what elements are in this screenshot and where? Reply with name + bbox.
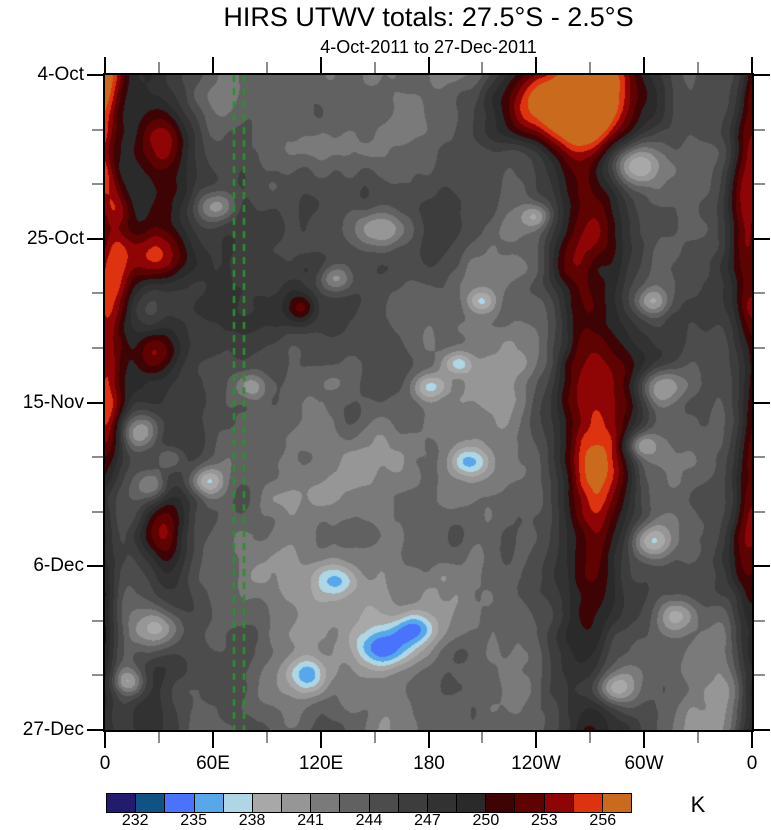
- major-tick: [320, 732, 322, 748]
- colorbar-cell: [369, 794, 399, 812]
- hovmoller-field-canvas: [105, 75, 752, 730]
- colorbar-tick-label: 247: [414, 812, 441, 829]
- colorbar-cell: [107, 794, 137, 812]
- colorbar-tick-label: 232: [121, 812, 149, 829]
- y-axis-tick-label: 4-Oct: [37, 64, 84, 85]
- major-tick: [535, 57, 537, 73]
- colorbar-tick-label: 238: [238, 812, 266, 829]
- colorbar-tick-label: 250: [472, 812, 500, 829]
- minor-tick: [697, 62, 699, 73]
- minor-tick: [589, 732, 591, 743]
- colorbar-cell: [602, 794, 632, 812]
- minor-tick: [92, 292, 103, 294]
- major-tick: [320, 57, 322, 73]
- colorbar-cell: [165, 794, 195, 812]
- major-tick: [87, 565, 103, 567]
- colorbar-cell: [136, 794, 166, 812]
- minor-tick: [481, 732, 483, 743]
- minor-tick: [92, 183, 103, 185]
- colorbar-cell: [311, 794, 341, 812]
- major-tick: [751, 57, 753, 73]
- major-tick: [104, 57, 106, 73]
- minor-tick: [158, 62, 160, 73]
- minor-tick: [754, 456, 765, 458]
- colorbar-tick-label: 244: [355, 812, 383, 829]
- colorbar-units-label: K: [690, 792, 706, 817]
- minor-tick: [92, 347, 103, 349]
- colorbar-cell: [252, 794, 283, 812]
- major-tick: [104, 732, 106, 748]
- minor-tick: [158, 732, 160, 743]
- major-tick: [87, 402, 103, 404]
- major-tick: [87, 74, 103, 76]
- chart-title: HIRS UTWV totals: 27.5°S - 2.5°S: [223, 2, 634, 32]
- x-axis-tick-label: 0: [746, 753, 758, 774]
- colorbar-cell: [573, 794, 603, 812]
- minor-tick: [374, 62, 376, 73]
- x-axis-tick-label: 120E: [298, 753, 344, 774]
- colorbar: [106, 793, 632, 813]
- minor-tick: [92, 456, 103, 458]
- minor-tick: [92, 511, 103, 513]
- major-tick: [212, 732, 214, 748]
- y-axis-tick-label: 25-Oct: [26, 228, 84, 249]
- colorbar-cell: [486, 794, 516, 812]
- colorbar-cell: [544, 794, 574, 812]
- major-tick: [754, 729, 770, 731]
- x-axis-tick-label: 120W: [511, 753, 561, 774]
- major-tick: [428, 732, 430, 748]
- major-tick: [754, 402, 770, 404]
- minor-tick: [374, 732, 376, 743]
- colorbar-tick-label: 256: [589, 812, 617, 829]
- chart-subtitle: 4-Oct-2011 to 27-Dec-2011: [320, 37, 537, 57]
- colorbar-cell: [340, 794, 370, 812]
- minor-tick: [754, 292, 765, 294]
- y-axis-tick-label: 15-Nov: [22, 392, 84, 413]
- minor-tick: [754, 674, 765, 676]
- minor-tick: [92, 129, 103, 131]
- colorbar-tick-label: 235: [180, 812, 208, 829]
- major-tick: [754, 565, 770, 567]
- major-tick: [754, 74, 770, 76]
- colorbar-cell: [223, 794, 253, 812]
- minor-tick: [92, 620, 103, 622]
- colorbar-cell: [427, 794, 458, 812]
- minor-tick: [481, 62, 483, 73]
- colorbar-cell: [194, 794, 224, 812]
- major-tick: [643, 732, 645, 748]
- y-axis-tick-label: 6-Dec: [33, 555, 84, 576]
- colorbar-cell: [282, 794, 312, 812]
- x-axis-tick-label: 60E: [196, 753, 230, 774]
- minor-tick: [266, 62, 268, 73]
- major-tick: [535, 732, 537, 748]
- minor-tick: [754, 129, 765, 131]
- minor-tick: [697, 732, 699, 743]
- minor-tick: [92, 674, 103, 676]
- major-tick: [751, 732, 753, 748]
- major-tick: [212, 57, 214, 73]
- colorbar-tick-label: 253: [530, 812, 558, 829]
- y-axis-tick-label: 27-Dec: [22, 719, 84, 740]
- major-tick: [87, 729, 103, 731]
- x-axis-tick-label: 0: [99, 753, 111, 774]
- minor-tick: [589, 62, 591, 73]
- minor-tick: [266, 732, 268, 743]
- minor-tick: [754, 620, 765, 622]
- colorbar-tick-label: 241: [297, 812, 324, 829]
- colorbar-cell: [515, 794, 545, 812]
- colorbar-cell: [398, 794, 428, 812]
- major-tick: [87, 238, 103, 240]
- major-tick: [643, 57, 645, 73]
- minor-tick: [754, 347, 765, 349]
- major-tick: [754, 238, 770, 240]
- plot-frame: [103, 73, 754, 732]
- minor-tick: [754, 511, 765, 513]
- x-axis-tick-label: 180: [413, 753, 445, 774]
- x-axis-tick-label: 60W: [624, 753, 664, 774]
- colorbar-cell: [457, 794, 487, 812]
- major-tick: [428, 57, 430, 73]
- minor-tick: [754, 183, 765, 185]
